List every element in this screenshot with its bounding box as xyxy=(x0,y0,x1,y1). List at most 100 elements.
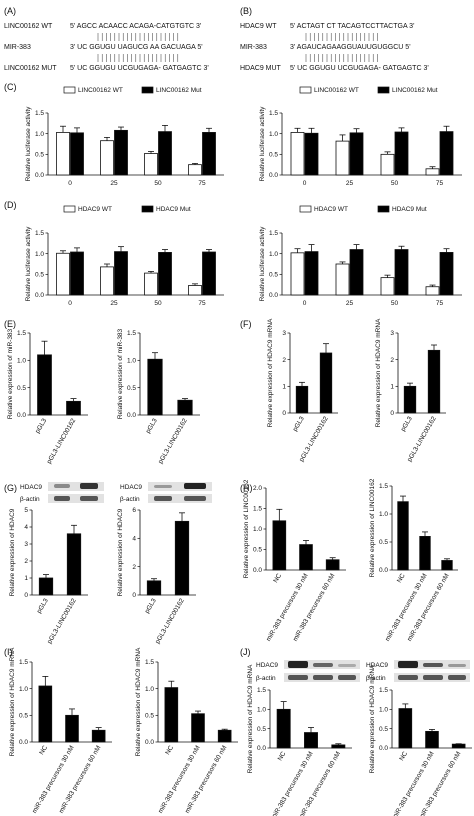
y-tick-label: 0.0 xyxy=(35,292,44,299)
y-axis-label: Relative luciferase activity xyxy=(25,106,32,182)
y-tick-label: 2.0 xyxy=(253,485,262,492)
bar xyxy=(398,708,413,749)
x-tick-label: pGL3 xyxy=(144,597,158,615)
y-axis-label: Relative expression of LINC00162 xyxy=(369,478,376,577)
legend-swatch xyxy=(63,205,76,213)
y-tick-label: 1.5 xyxy=(379,687,388,694)
x-tick-label: 75 xyxy=(436,180,444,187)
x-tick-label: NC xyxy=(164,744,175,756)
y-tick-label: 1.0 xyxy=(253,526,262,533)
y-tick-label: 0.0 xyxy=(19,739,28,746)
bar xyxy=(290,252,305,296)
y-tick-label: 1.0 xyxy=(257,707,266,714)
panel-label-c: (C) xyxy=(4,82,17,92)
blot-label-actin: β-actin xyxy=(120,496,140,503)
y-tick-label: 0.5 xyxy=(19,713,28,720)
blot-band xyxy=(80,483,98,489)
bar xyxy=(335,263,350,296)
blot-j: HDAC9 β-actin HDAC9 β-actin xyxy=(256,660,470,682)
bar xyxy=(114,251,128,296)
y-axis-label: Relative luciferase activity xyxy=(25,226,32,302)
bar xyxy=(439,131,454,176)
blot-band xyxy=(288,661,308,668)
bar xyxy=(427,349,441,414)
bar xyxy=(394,131,409,176)
y-tick-label: 1.0 xyxy=(19,686,28,693)
pairing-lines xyxy=(305,33,378,62)
y-tick-label: 0.5 xyxy=(17,385,26,392)
y-tick-label: 1.0 xyxy=(379,707,388,714)
panel-label-b: (B) xyxy=(240,6,252,16)
y-tick-label: 1.5 xyxy=(379,483,388,490)
y-tick-label: 1.5 xyxy=(35,110,44,117)
bar xyxy=(304,251,319,296)
seq-row-name: MIR-383 xyxy=(4,44,31,51)
y-tick-label: 1.0 xyxy=(269,131,278,138)
y-tick-label: 1.5 xyxy=(35,230,44,237)
blot-band xyxy=(184,496,206,501)
panel-label-a: (A) xyxy=(4,6,16,16)
y-tick-label: 0.0 xyxy=(269,172,278,179)
y-tick-label: 6 xyxy=(132,507,136,514)
y-tick-label: 1.5 xyxy=(145,659,154,666)
y-tick-label: 4 xyxy=(24,524,28,531)
y-tick-label: 1.5 xyxy=(253,506,262,513)
bar xyxy=(394,249,409,296)
bar xyxy=(295,385,309,414)
y-tick-label: 3 xyxy=(24,541,28,548)
bar xyxy=(425,168,440,176)
blot-band xyxy=(423,663,443,667)
y-tick-label: 1.5 xyxy=(257,687,266,694)
bar xyxy=(425,730,439,749)
y-tick-label: 2 xyxy=(282,357,286,364)
y-tick-label: 1.0 xyxy=(145,686,154,693)
legend-swatch xyxy=(377,205,390,213)
x-tick-label: pGL3-LINC00162 xyxy=(46,597,78,645)
bar xyxy=(70,251,84,296)
blot-band xyxy=(398,661,418,668)
y-tick-label: 2 xyxy=(132,564,136,571)
y-tick-label: 0 xyxy=(24,592,28,599)
y-axis-label: Relative expression of HDAC9 mRNA xyxy=(375,318,382,427)
y-tick-label: 0.0 xyxy=(127,412,136,419)
bar xyxy=(164,687,179,743)
x-tick-label: NC xyxy=(398,750,409,762)
panel-label-g: (G) xyxy=(4,483,17,493)
x-tick-label: pGL3 xyxy=(34,417,48,435)
blot-strip xyxy=(48,482,104,491)
y-tick-label: 0 xyxy=(132,592,136,599)
blot-band xyxy=(54,496,70,501)
x-tick-label: 50 xyxy=(154,180,162,187)
bar xyxy=(202,132,216,176)
bar xyxy=(325,559,340,571)
bar xyxy=(441,560,453,571)
y-tick-label: 0.0 xyxy=(257,745,266,752)
bar xyxy=(100,266,114,296)
y-tick-label: 4 xyxy=(132,536,136,543)
blot-strip xyxy=(48,494,104,503)
panel-label-f: (F) xyxy=(240,319,252,329)
seq-row-seq: 5' UC GGUGU UCGUGAGA- GATGAGTC 3' xyxy=(70,65,209,72)
blot-label-hdac9: HDAC9 xyxy=(120,484,142,491)
x-tick-label: NC xyxy=(38,744,49,756)
y-tick-label: 0.5 xyxy=(269,152,278,159)
blot-label-actin: β-actin xyxy=(366,675,386,682)
blot-band xyxy=(338,675,356,680)
blot-label-hdac9: HDAC9 xyxy=(366,662,388,669)
legend-label: HDAC9 Mut xyxy=(156,206,191,213)
legend-label: LINC00162 WT xyxy=(314,87,359,94)
y-tick-label: 0.0 xyxy=(35,172,44,179)
blot-band xyxy=(80,496,98,501)
y-tick-label: 1.0 xyxy=(35,131,44,138)
x-tick-label: miR-383 precursors 30 nM xyxy=(384,573,429,643)
blot-band xyxy=(338,664,356,667)
x-tick-label: pGL3 xyxy=(36,597,50,615)
y-axis-label: Relative expression of HDAC9 xyxy=(117,508,124,596)
